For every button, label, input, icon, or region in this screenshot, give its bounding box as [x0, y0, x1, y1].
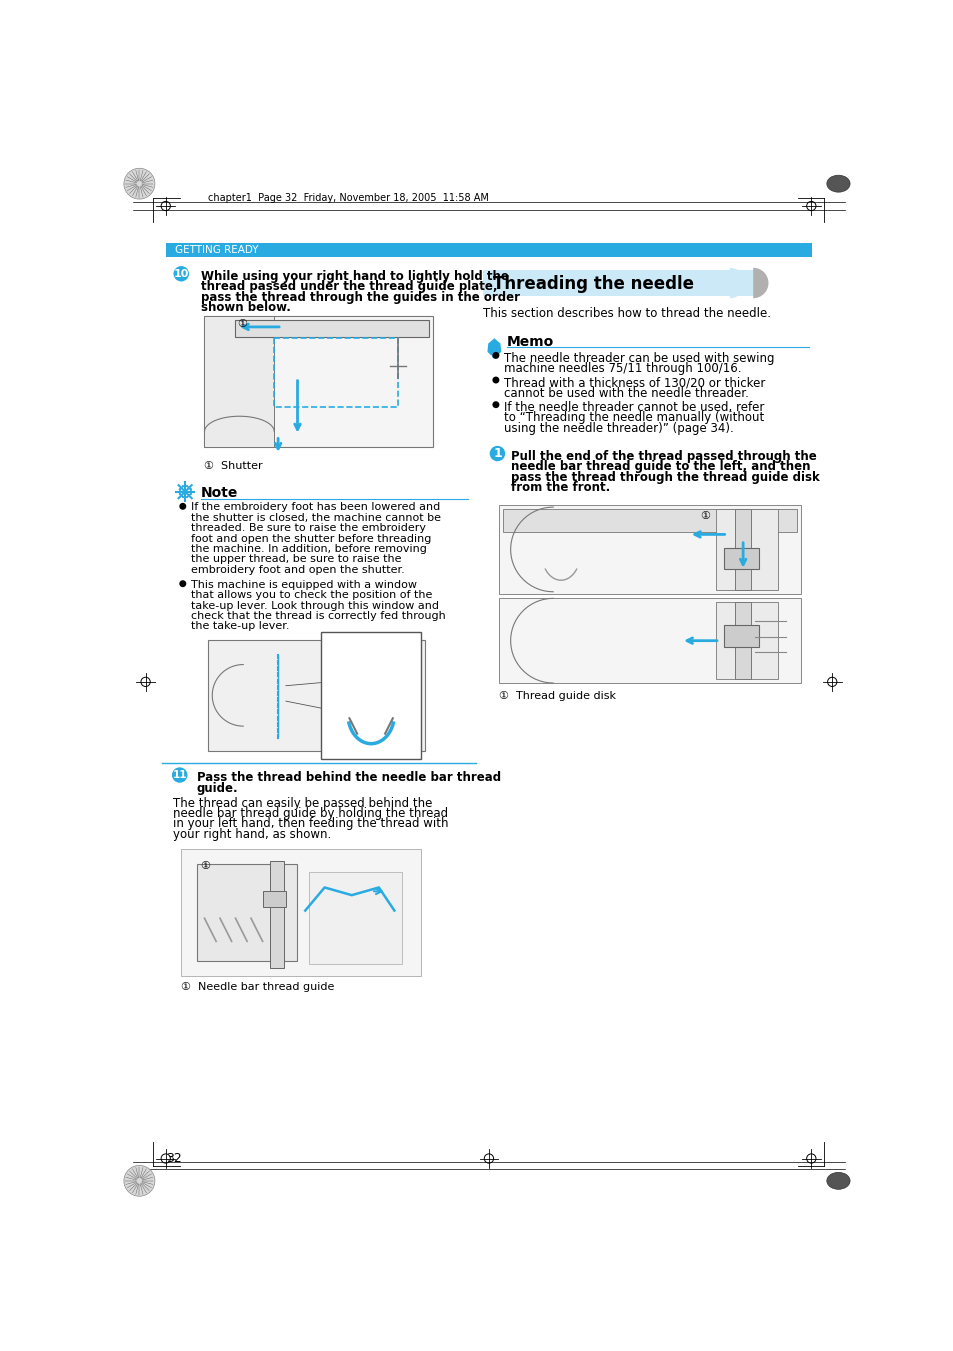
Text: thread passed under the thread guide plate,: thread passed under the thread guide pla… — [200, 280, 497, 293]
Text: your right hand, as shown.: your right hand, as shown. — [173, 828, 332, 840]
Text: If the embroidery foot has been lowered and: If the embroidery foot has been lowered … — [192, 503, 440, 512]
Text: chapter1  Page 32  Friday, November 18, 2005  11:58 AM: chapter1 Page 32 Friday, November 18, 20… — [208, 193, 489, 203]
Bar — [208, 639, 425, 751]
Text: ①  Needle bar thread guide: ① Needle bar thread guide — [181, 982, 335, 992]
Bar — [204, 316, 433, 447]
Circle shape — [492, 377, 498, 384]
Text: While using your right hand to lightly hold the: While using your right hand to lightly h… — [200, 270, 508, 282]
Text: Pass the thread behind the needle bar thread: Pass the thread behind the needle bar th… — [196, 771, 500, 784]
Bar — [735, 603, 750, 680]
Text: ①: ① — [199, 862, 210, 871]
Ellipse shape — [227, 397, 244, 405]
Circle shape — [179, 503, 186, 509]
Circle shape — [492, 401, 498, 408]
Bar — [166, 243, 811, 257]
Text: pass the thread through the guides in the order: pass the thread through the guides in th… — [200, 290, 519, 304]
Text: to “Threading the needle manually (without: to “Threading the needle manually (witho… — [504, 411, 764, 424]
Text: shown below.: shown below. — [200, 301, 291, 313]
Bar — [262, 892, 286, 907]
Text: the machine. In addition, before removing: the machine. In addition, before removin… — [192, 544, 427, 554]
Text: using the needle threader)” (page 34).: using the needle threader)” (page 34). — [504, 422, 734, 435]
Text: GETTING READY: GETTING READY — [174, 246, 258, 255]
Text: 11: 11 — [172, 770, 187, 780]
Text: The thread can easily be passed behind the: The thread can easily be passed behind t… — [173, 797, 433, 809]
Bar — [309, 871, 402, 965]
Text: 32: 32 — [166, 1151, 181, 1165]
Bar — [735, 509, 750, 590]
Text: from the front.: from the front. — [511, 481, 610, 494]
Text: Thread with a thickness of 130/20 or thicker: Thread with a thickness of 130/20 or thi… — [504, 376, 765, 389]
Circle shape — [489, 446, 505, 461]
Bar — [320, 632, 421, 759]
Bar — [723, 626, 758, 647]
Text: guide.: guide. — [196, 782, 238, 794]
Text: This machine is equipped with a window: This machine is equipped with a window — [192, 580, 416, 590]
Text: the shutter is closed, the machine cannot be: the shutter is closed, the machine canno… — [192, 513, 441, 523]
Text: ①: ① — [700, 511, 710, 521]
Text: This section describes how to thread the needle.: This section describes how to thread the… — [483, 307, 771, 320]
Text: Pull the end of the thread passed through the: Pull the end of the thread passed throug… — [511, 450, 817, 462]
Text: ①: ① — [236, 319, 247, 330]
Text: check that the thread is correctly fed through: check that the thread is correctly fed t… — [192, 611, 446, 621]
Bar — [274, 338, 397, 407]
Text: pass the thread through the thread guide disk: pass the thread through the thread guide… — [511, 470, 820, 484]
Wedge shape — [729, 267, 744, 299]
Bar — [204, 316, 274, 447]
Circle shape — [172, 767, 187, 782]
Ellipse shape — [826, 176, 849, 192]
Text: The needle threader can be used with sewing: The needle threader can be used with sew… — [504, 351, 774, 365]
Ellipse shape — [227, 412, 244, 420]
Text: cannot be used with the needle threader.: cannot be used with the needle threader. — [504, 386, 748, 400]
Text: foot and open the shutter before threading: foot and open the shutter before threadi… — [192, 534, 432, 543]
Bar — [196, 865, 297, 961]
Text: Note: Note — [200, 485, 237, 500]
Wedge shape — [753, 267, 768, 299]
Ellipse shape — [227, 428, 244, 435]
Text: embroidery foot and open the shutter.: embroidery foot and open the shutter. — [192, 565, 405, 574]
Bar — [498, 598, 801, 684]
Bar — [181, 848, 421, 975]
Bar — [716, 509, 778, 590]
Text: 10: 10 — [173, 269, 189, 278]
Circle shape — [179, 580, 186, 588]
Circle shape — [173, 266, 189, 281]
Text: the take-up lever.: the take-up lever. — [192, 621, 290, 631]
Bar — [716, 603, 778, 680]
Bar — [235, 320, 429, 336]
Bar — [498, 505, 801, 593]
Text: ①  Thread guide disk: ① Thread guide disk — [498, 690, 616, 701]
Circle shape — [124, 169, 154, 199]
Text: Memo: Memo — [506, 335, 554, 349]
Polygon shape — [488, 339, 500, 354]
Text: in your left hand, then feeding the thread with: in your left hand, then feeding the thre… — [173, 817, 449, 831]
Text: threaded. Be sure to raise the embroidery: threaded. Be sure to raise the embroider… — [192, 523, 426, 534]
Text: take-up lever. Look through this window and: take-up lever. Look through this window … — [192, 601, 439, 611]
Text: needle bar thread guide by holding the thread: needle bar thread guide by holding the t… — [173, 807, 448, 820]
Text: machine needles 75/11 through 100/16.: machine needles 75/11 through 100/16. — [504, 362, 741, 376]
Bar — [502, 509, 797, 532]
Circle shape — [492, 351, 498, 359]
Text: Threading the needle: Threading the needle — [493, 276, 693, 293]
Text: 1: 1 — [493, 447, 501, 461]
Bar — [270, 861, 284, 969]
Text: If the needle threader cannot be used, refer: If the needle threader cannot be used, r… — [504, 401, 764, 413]
Text: that allows you to check the position of the: that allows you to check the position of… — [192, 590, 433, 600]
Bar — [723, 547, 758, 569]
Text: the upper thread, be sure to raise the: the upper thread, be sure to raise the — [192, 554, 401, 565]
Bar — [483, 270, 754, 296]
Text: needle bar thread guide to the left, and then: needle bar thread guide to the left, and… — [511, 461, 810, 473]
Circle shape — [492, 354, 497, 358]
Circle shape — [124, 1166, 154, 1196]
Ellipse shape — [826, 1173, 849, 1189]
Text: ①  Shutter: ① Shutter — [204, 461, 263, 471]
